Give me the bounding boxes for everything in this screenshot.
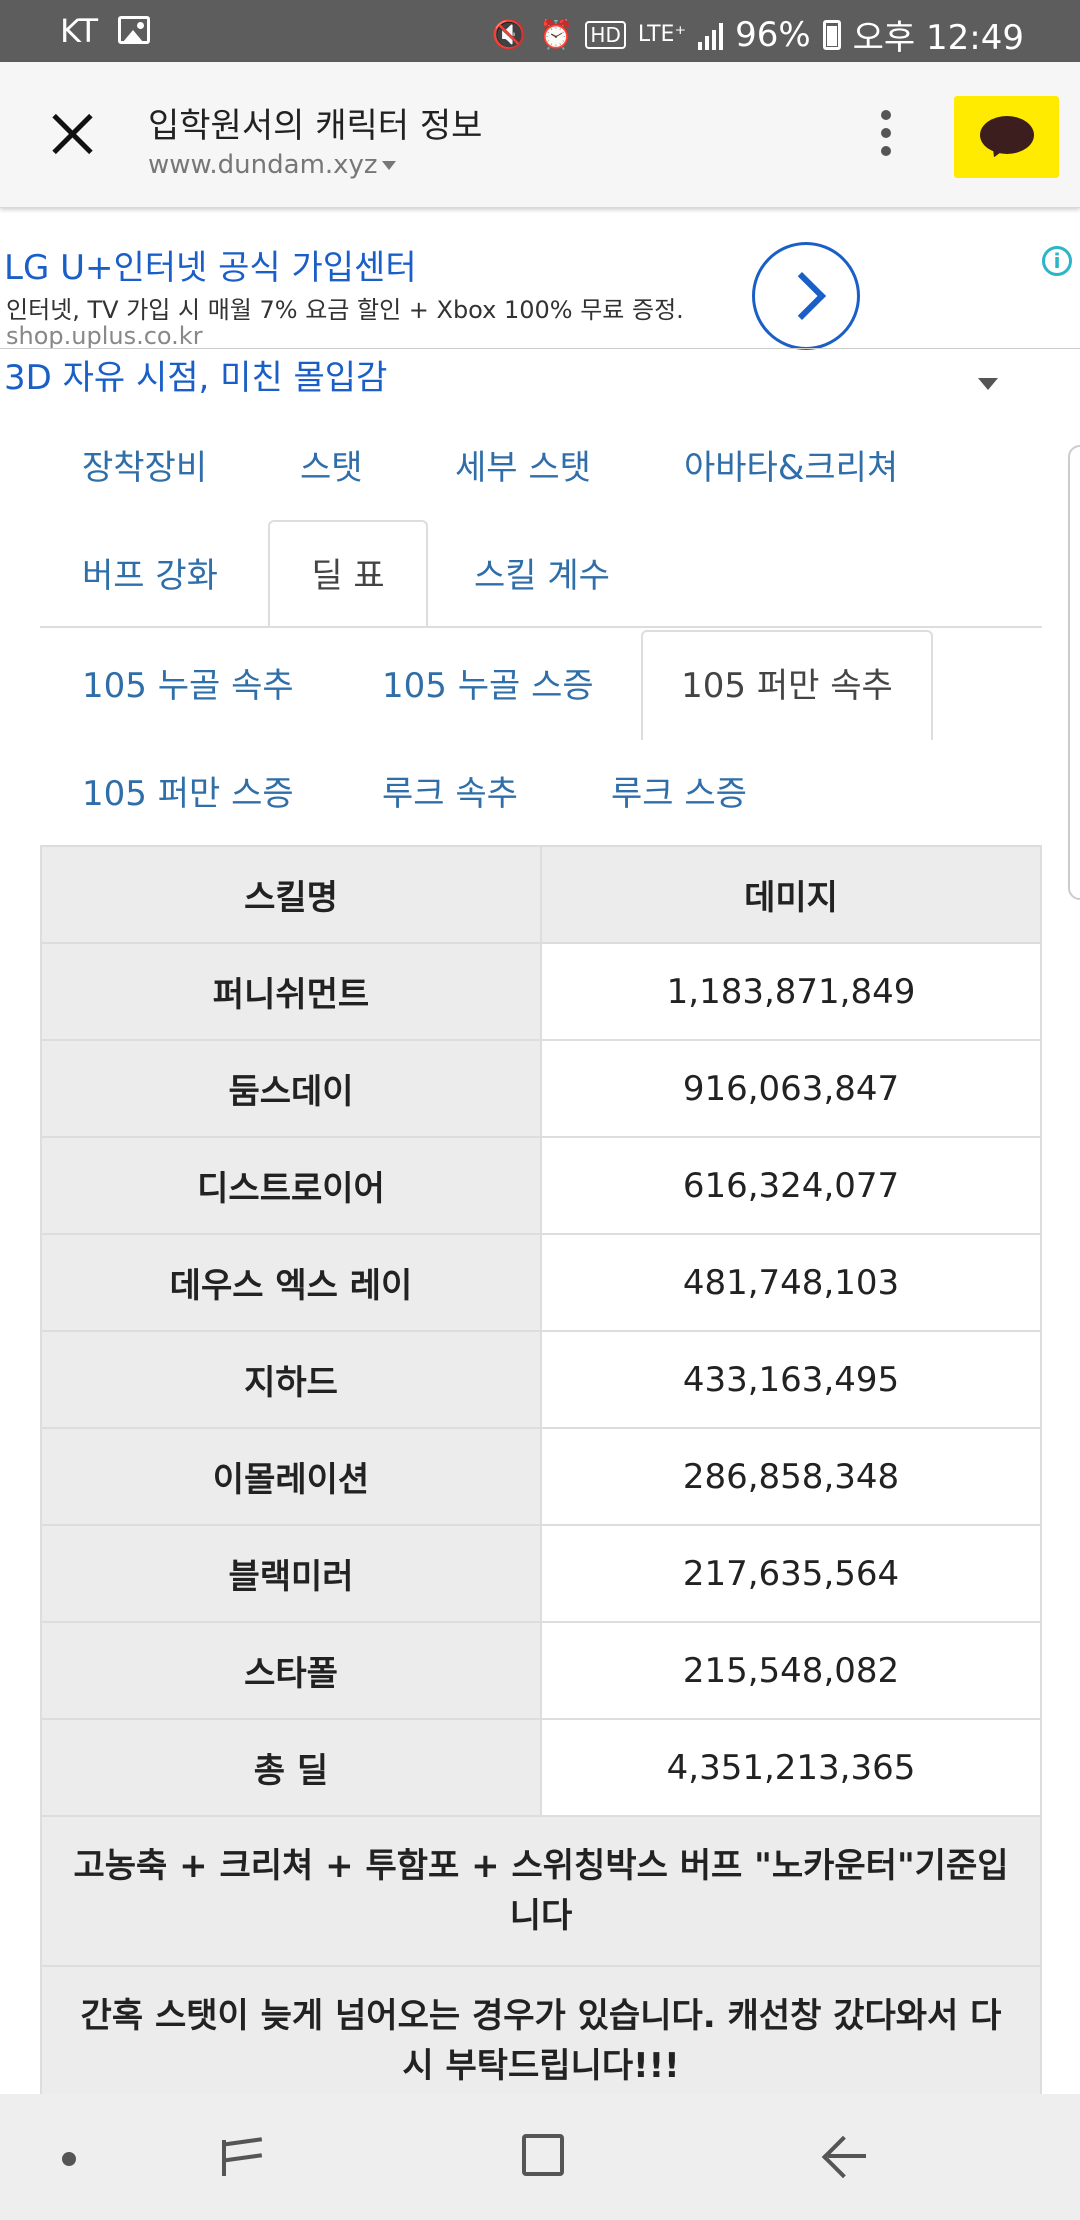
kakaotalk-share-button[interactable]	[954, 96, 1059, 178]
ad-url: shop.uplus.co.kr	[6, 322, 203, 350]
subtab-105-peoman-seujeung[interactable]: 105 퍼만 스증	[82, 774, 294, 814]
page-title: 입학원서의 캐릭터 정보	[148, 106, 483, 146]
tab-detail-stats[interactable]: 세부 스탯	[455, 448, 591, 488]
home-icon[interactable]	[522, 2134, 564, 2176]
table-row: 디스트로이어 616,324,077	[40, 1136, 1042, 1235]
skill-damage: 481,748,103	[540, 1233, 1042, 1332]
ad-description: 인터넷, TV 가입 시 매월 7% 요금 할인 + Xbox 100% 무료 …	[6, 296, 684, 324]
table-row: 지하드 433,163,495	[40, 1330, 1042, 1429]
ad-info-icon[interactable]: i	[1042, 246, 1072, 276]
edge-panel-handle[interactable]	[1068, 445, 1080, 900]
table-header-row: 스킬명 데미지	[40, 845, 1042, 944]
lte-plus-icon: LTE⁺	[637, 22, 687, 47]
alarm-icon: ⏰	[538, 18, 574, 51]
subtab-ruk-sokchu[interactable]: 루크 속추	[382, 774, 518, 814]
skill-name: 스타폴	[40, 1621, 542, 1720]
caret-down-icon	[381, 161, 396, 170]
total-damage: 4,351,213,365	[540, 1718, 1042, 1817]
main-tabs-divider	[40, 626, 1042, 628]
skill-damage: 916,063,847	[540, 1039, 1042, 1138]
hd-icon: HD	[585, 20, 626, 49]
table-row: 데우스 엑스 레이 481,748,103	[40, 1233, 1042, 1332]
stat-delay-note: 간혹 스탯이 늦게 넘어오는 경우가 있습니다. 캐선창 갔다와서 다시 부탁드…	[40, 1965, 1042, 2117]
skill-name: 블랙미러	[40, 1524, 542, 1623]
tab-equipment[interactable]: 장착장비	[82, 448, 208, 488]
signal-icon	[698, 20, 724, 50]
recents-icon[interactable]	[218, 2136, 264, 2176]
column-header-skill: 스킬명	[40, 845, 542, 944]
tab-skill-coefficient[interactable]: 스킬 계수	[474, 556, 610, 596]
more-options-icon[interactable]	[876, 110, 896, 166]
url-text: www.dundam.xyz	[148, 150, 378, 180]
table-row: 스타폴 215,548,082	[40, 1621, 1042, 1720]
url-label[interactable]: www.dundam.xyz	[148, 150, 396, 180]
skill-name: 지하드	[40, 1330, 542, 1429]
skill-name: 둠스데이	[40, 1039, 542, 1138]
subtab-ruk-seujeung[interactable]: 루크 스증	[611, 774, 747, 814]
close-icon[interactable]	[44, 106, 100, 162]
note-row: 간혹 스탯이 늦게 넘어오는 경우가 있습니다. 캐선창 갔다와서 다시 부탁드…	[40, 1965, 1042, 2117]
buff-basis-note: 고농축 + 크리쳐 + 투함포 + 스위칭박스 버프 "노카운터"기준입니다	[40, 1815, 1042, 1967]
chat-bubble-icon	[980, 116, 1034, 154]
column-header-damage: 데미지	[540, 845, 1042, 944]
ad-secondary-title[interactable]: 3D 자유 시점, 미친 몰입감	[4, 358, 388, 398]
skill-name: 디스트로이어	[40, 1136, 542, 1235]
chevron-down-icon[interactable]	[978, 378, 998, 390]
table-row: 블랙미러 217,635,564	[40, 1524, 1042, 1623]
tab-buff-enhance[interactable]: 버프 강화	[82, 556, 218, 596]
skill-damage: 217,635,564	[540, 1524, 1042, 1623]
table-row: 퍼니쉬먼트 1,183,871,849	[40, 942, 1042, 1041]
skill-damage: 616,324,077	[540, 1136, 1042, 1235]
ad-title[interactable]: LG U+인터넷 공식 가입센터	[4, 248, 417, 288]
subtab-105-peoman-sokchu[interactable]: 105 퍼만 속추	[641, 630, 933, 740]
tab-avatar-creature[interactable]: 아바타&크리쳐	[684, 448, 899, 488]
subtab-105-nugol-seujeung[interactable]: 105 누골 스증	[382, 666, 594, 706]
total-label: 총 딜	[40, 1718, 542, 1817]
tab-damage-table[interactable]: 딜 표	[268, 520, 428, 628]
carrier-label: KT	[60, 12, 99, 50]
clock: 오후 12:49	[852, 18, 1024, 58]
system-nav-bar	[0, 2094, 1080, 2220]
battery-percent: 96%	[735, 14, 811, 55]
ad-divider	[0, 348, 1080, 349]
status-bar: KT 🔇 ⏰ HD LTE⁺ 96% 오후 12:49	[0, 0, 1080, 62]
skill-damage: 286,858,348	[540, 1427, 1042, 1526]
damage-table: 스킬명 데미지 퍼니쉬먼트 1,183,871,849 둠스데이 916,063…	[40, 845, 1042, 2117]
browser-toolbar: 입학원서의 캐릭터 정보 www.dundam.xyz	[0, 62, 1080, 208]
battery-icon	[822, 19, 841, 50]
gallery-icon	[118, 16, 150, 44]
status-icons: 🔇 ⏰ HD LTE⁺ 96% 오후 12:49	[492, 10, 1024, 59]
back-icon[interactable]	[822, 2134, 866, 2178]
dot-indicator-icon[interactable]	[62, 2152, 76, 2166]
table-row: 이몰레이션 286,858,348	[40, 1427, 1042, 1526]
table-row: 둠스데이 916,063,847	[40, 1039, 1042, 1138]
mute-icon: 🔇	[491, 18, 527, 51]
ad-arrow-icon[interactable]	[752, 242, 860, 350]
total-row: 총 딜 4,351,213,365	[40, 1718, 1042, 1817]
skill-damage: 433,163,495	[540, 1330, 1042, 1429]
skill-name: 퍼니쉬먼트	[40, 942, 542, 1041]
subtab-105-nugol-sokchu[interactable]: 105 누골 속추	[82, 666, 294, 706]
ad-banner[interactable]: LG U+인터넷 공식 가입센터 인터넷, TV 가입 시 매월 7% 요금 할…	[0, 230, 1080, 400]
skill-damage: 1,183,871,849	[540, 942, 1042, 1041]
tab-stats[interactable]: 스탯	[300, 448, 363, 488]
skill-name: 이몰레이션	[40, 1427, 542, 1526]
skill-name: 데우스 엑스 레이	[40, 1233, 542, 1332]
skill-damage: 215,548,082	[540, 1621, 1042, 1720]
note-row: 고농축 + 크리쳐 + 투함포 + 스위칭박스 버프 "노카운터"기준입니다	[40, 1815, 1042, 1967]
